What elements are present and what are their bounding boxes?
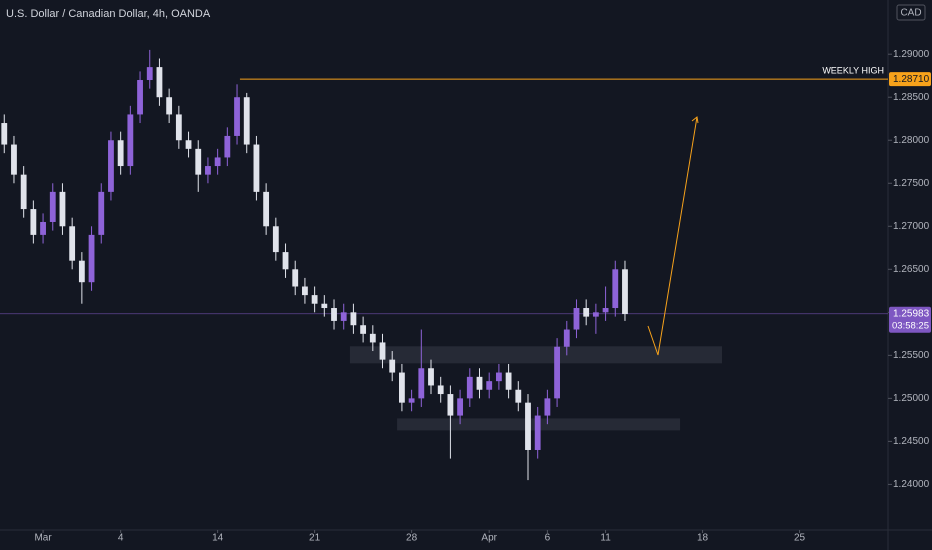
candle-body <box>243 97 250 145</box>
candle-body <box>146 67 153 81</box>
projection-arrow <box>647 116 698 356</box>
candle-body <box>476 376 483 390</box>
candle-body <box>554 346 560 399</box>
candle-body <box>69 226 76 261</box>
candle-body <box>78 260 85 283</box>
candle-body <box>428 368 434 386</box>
candle-body <box>350 312 357 326</box>
candle-body <box>525 402 531 450</box>
weekly-high-tag <box>889 72 931 87</box>
candle-body <box>534 415 541 450</box>
currency-box <box>896 4 926 21</box>
x-tick-label: 28 <box>406 533 418 544</box>
candle-body <box>20 174 27 210</box>
candle-body <box>156 67 163 98</box>
last-price-tag <box>889 306 931 333</box>
currency: CAD <box>900 8 921 19</box>
candle-body <box>495 372 502 382</box>
y-tick-label: 1.25000 <box>893 393 930 404</box>
candle-body <box>583 308 590 317</box>
x-tick-label: Mar <box>34 533 52 544</box>
y-tick-label: 1.28500 <box>893 92 930 103</box>
x-tick-label: 21 <box>309 533 321 544</box>
candle-body <box>389 359 396 373</box>
candle-body <box>282 252 289 270</box>
candle-body <box>447 394 454 416</box>
x-tick-label: 25 <box>794 533 806 544</box>
arrow-head <box>691 116 699 124</box>
y-tick-label: 1.27000 <box>893 221 930 232</box>
candle-body <box>1 123 8 145</box>
x-tick-label: 4 <box>118 533 124 544</box>
candle-body <box>505 372 512 390</box>
candle-body <box>408 398 415 403</box>
y-tick-label: 1.27500 <box>893 178 930 189</box>
x-tick-label: 11 <box>600 533 611 544</box>
candle-body <box>127 114 134 167</box>
candle-body <box>321 303 328 309</box>
candle-body <box>622 269 628 315</box>
candle-body <box>234 97 240 136</box>
candle-body <box>214 157 221 167</box>
x-tick-label: 14 <box>212 533 224 544</box>
candle-body <box>573 308 580 330</box>
candle-body <box>418 368 425 399</box>
candle-body <box>272 226 279 253</box>
candle-body <box>592 312 599 317</box>
candle-body <box>30 209 37 235</box>
candle-body <box>515 389 522 403</box>
candle-body <box>457 398 464 416</box>
last-price-label: 1.25983 <box>893 308 930 319</box>
candle-body <box>544 398 551 416</box>
candle-body <box>166 97 173 115</box>
y-tick-label: 1.24000 <box>893 479 930 490</box>
candle-body <box>466 376 473 399</box>
x-tick-label: 6 <box>545 533 551 544</box>
candle-body <box>108 140 114 192</box>
weekly-high-text: WEEKLY HIGH <box>822 66 884 76</box>
candle-body <box>175 114 182 141</box>
zone <box>349 346 722 364</box>
candle-body <box>195 148 202 175</box>
weekly-high-label: 1.28710 <box>893 74 930 85</box>
y-tick-label: 1.28000 <box>893 135 930 146</box>
y-tick-label: 1.25500 <box>893 350 930 361</box>
candle-body <box>360 325 367 334</box>
candle-body <box>612 269 619 309</box>
candle-body <box>379 342 386 360</box>
y-tick-label: 1.29000 <box>893 49 930 60</box>
candle-body <box>137 80 143 115</box>
candle-body <box>98 191 105 235</box>
y-tick-label: 1.24500 <box>893 436 930 447</box>
candle-body <box>437 385 444 395</box>
candle-body <box>185 140 192 149</box>
candle-body <box>11 144 17 175</box>
candle-body <box>205 166 211 175</box>
candle-body <box>398 372 405 403</box>
candle-body <box>340 312 347 321</box>
candle-body <box>88 234 95 283</box>
candle-body <box>311 295 318 304</box>
y-tick-label: 1.26500 <box>893 264 930 275</box>
candle-body <box>602 308 609 313</box>
chart-title: U.S. Dollar / Canadian Dollar, 4h, OANDA <box>6 8 211 20</box>
x-tick-label: Apr <box>481 533 497 544</box>
x-tick-label: 18 <box>697 533 709 544</box>
candle-body <box>331 308 337 321</box>
candle-body <box>292 269 299 287</box>
candle-body <box>486 381 493 390</box>
candle-body <box>263 191 270 227</box>
candle-body <box>49 191 56 222</box>
candle-body <box>369 333 376 343</box>
countdown: 03:58:25 <box>892 320 929 331</box>
candle-body <box>40 221 46 235</box>
candle-body <box>117 140 124 167</box>
candle-body <box>59 191 66 227</box>
candle-body <box>253 144 260 192</box>
candle-body <box>224 135 231 158</box>
candle-body <box>302 286 308 296</box>
candle-body <box>563 329 570 347</box>
